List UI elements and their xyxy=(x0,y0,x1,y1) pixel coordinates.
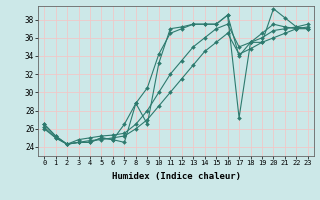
X-axis label: Humidex (Indice chaleur): Humidex (Indice chaleur) xyxy=(111,172,241,181)
